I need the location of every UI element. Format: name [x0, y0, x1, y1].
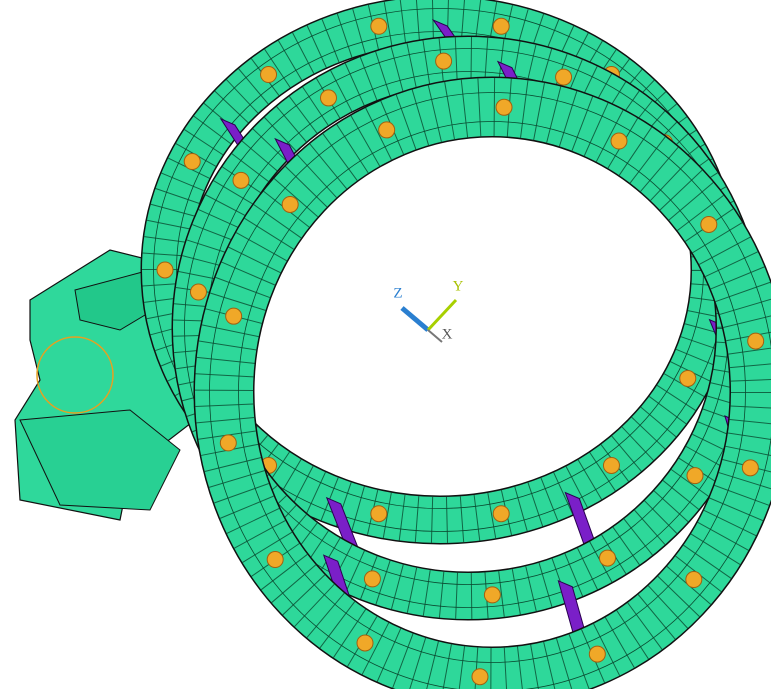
load-point — [611, 133, 627, 149]
load-point — [282, 196, 298, 212]
load-point — [742, 460, 758, 476]
load-point — [357, 635, 373, 651]
load-point — [320, 90, 336, 106]
mesh-view: Z Y X — [0, 0, 771, 689]
load-point — [600, 550, 616, 566]
load-point — [261, 67, 277, 83]
load-point — [379, 122, 395, 138]
load-point — [364, 571, 380, 587]
load-point — [436, 53, 452, 69]
load-point — [371, 18, 387, 34]
y-label: Y — [453, 278, 464, 294]
load-point — [184, 154, 200, 170]
x-label: X — [442, 326, 453, 342]
load-point — [748, 333, 764, 349]
load-point — [603, 457, 619, 473]
load-point — [701, 216, 717, 232]
page: Z Y X (() => { const data = JSON.parse(d… — [0, 0, 771, 689]
load-point — [556, 69, 572, 85]
load-point — [687, 468, 703, 484]
load-point — [233, 172, 249, 188]
load-point — [686, 572, 702, 588]
z-label: Z — [393, 285, 402, 301]
load-point — [496, 99, 512, 115]
load-point — [589, 646, 605, 662]
load-point — [220, 435, 236, 451]
load-point — [493, 506, 509, 522]
load-point — [371, 506, 387, 522]
load-point — [472, 669, 488, 685]
load-point — [484, 587, 500, 603]
load-point — [226, 308, 242, 324]
load-point — [190, 284, 206, 300]
load-point — [267, 552, 283, 568]
load-point — [680, 370, 696, 386]
load-point — [493, 18, 509, 34]
load-point — [157, 262, 173, 278]
